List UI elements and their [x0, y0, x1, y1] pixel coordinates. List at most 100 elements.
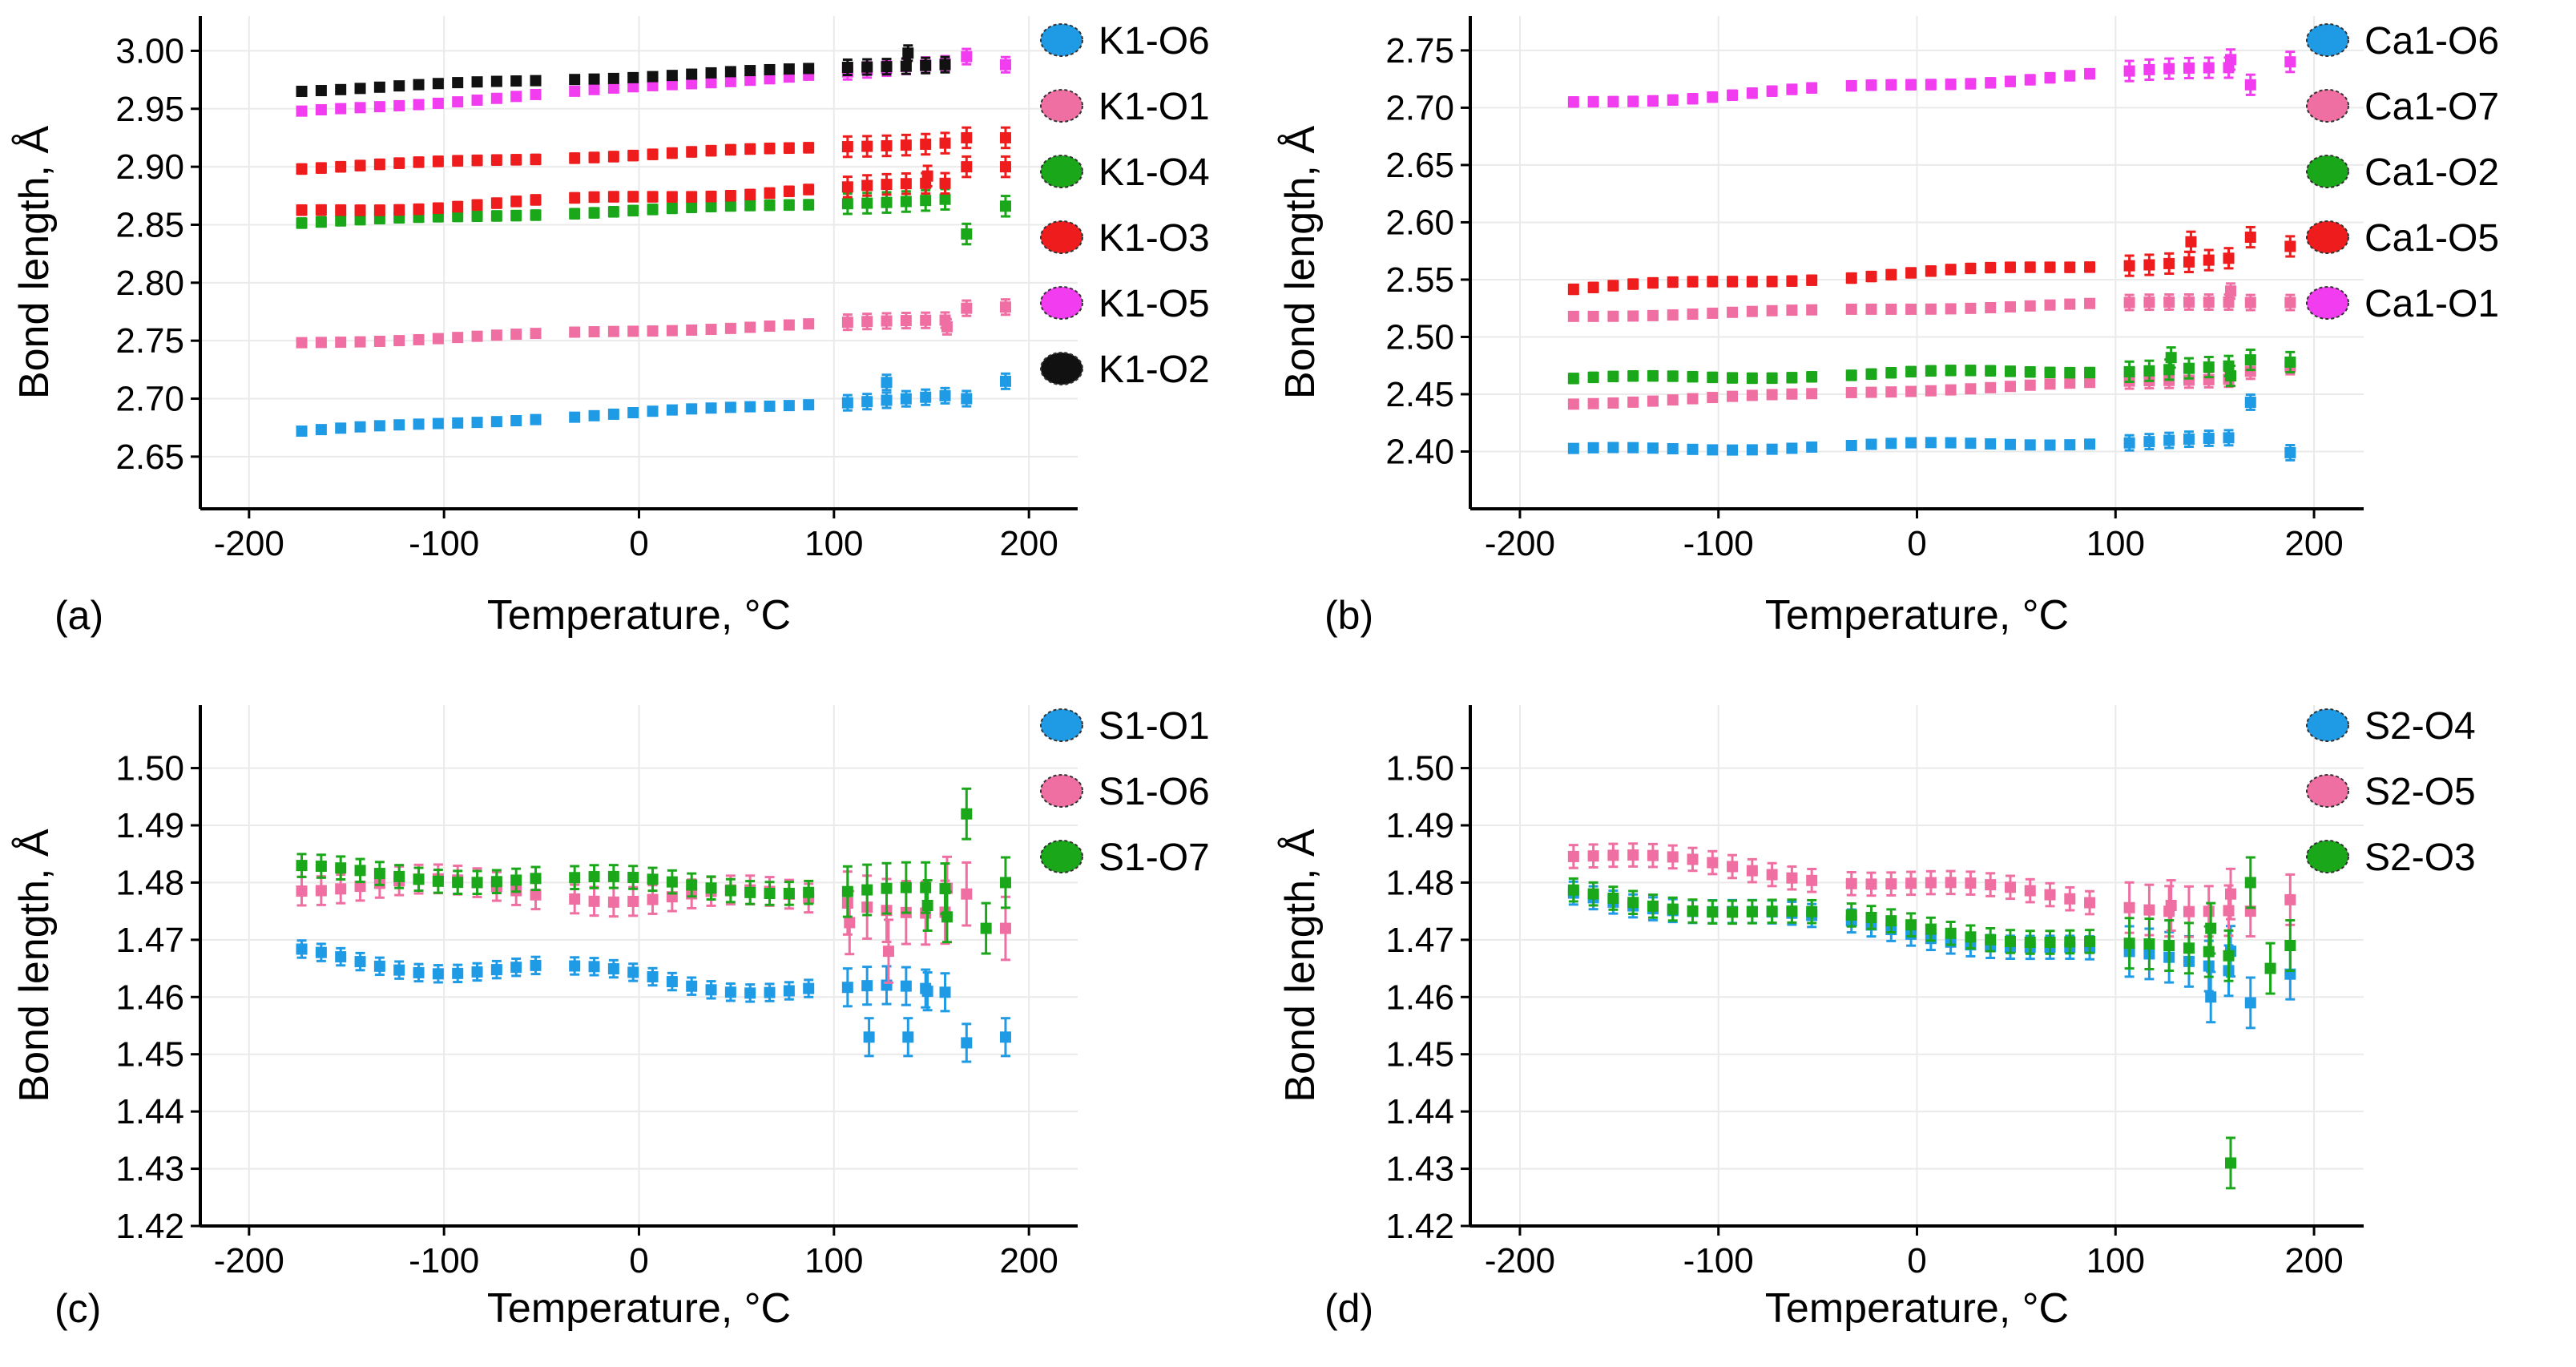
y-axis-label: Bond length, Å — [11, 126, 58, 399]
y-tick-label: 2.50 — [1385, 317, 1454, 357]
data-point — [961, 1037, 973, 1049]
data-point — [764, 200, 776, 212]
data-point — [961, 302, 973, 314]
data-point — [315, 204, 327, 216]
data-point — [1607, 442, 1619, 454]
data-point — [393, 870, 405, 882]
data-point — [1845, 439, 1857, 451]
data-point — [1905, 385, 1917, 397]
y-tick-label: 2.55 — [1385, 260, 1454, 300]
data-point — [1786, 442, 1798, 454]
data-point — [1587, 442, 1599, 454]
data-point — [724, 322, 736, 334]
data-point — [2163, 940, 2175, 952]
data-point — [1925, 877, 1937, 889]
data-point — [335, 337, 347, 349]
y-tick-label: 2.65 — [1385, 146, 1454, 185]
panel-label: (d) — [1324, 1286, 1373, 1331]
data-point — [296, 105, 308, 117]
data-point — [900, 393, 912, 405]
data-point — [764, 187, 776, 199]
data-point — [686, 146, 698, 158]
data-point — [354, 214, 366, 226]
data-point — [510, 874, 522, 886]
data-point — [1965, 302, 1977, 314]
data-point — [315, 861, 327, 873]
data-point — [900, 196, 912, 208]
x-tick-label: 100 — [804, 1241, 863, 1280]
data-point — [2203, 946, 2215, 958]
data-point — [510, 210, 522, 222]
data-point — [2084, 297, 2096, 309]
data-point — [530, 959, 542, 971]
x-tick-label: 200 — [2284, 524, 2343, 563]
data-point — [373, 204, 385, 216]
data-point — [841, 62, 853, 74]
data-point — [2223, 252, 2235, 264]
data-point — [2024, 885, 2036, 897]
data-point — [588, 895, 600, 907]
data-point — [1925, 923, 1937, 935]
data-point — [686, 191, 698, 203]
data-point — [1567, 310, 1579, 322]
data-point — [961, 808, 973, 820]
data-point — [296, 943, 308, 955]
data-point — [783, 63, 795, 75]
chart-panel-d: -200 -100 0 100 200 1.42 1.43 1.44 1.45 1.46 1.47 1… — [1277, 705, 2476, 1332]
data-point — [900, 881, 912, 893]
data-point — [724, 986, 736, 998]
data-point — [1727, 390, 1739, 402]
legend-label: S1-O1 — [1099, 705, 1210, 748]
data-point — [705, 882, 717, 894]
data-point — [2044, 439, 2056, 451]
data-point — [1746, 87, 1758, 99]
data-point — [490, 197, 502, 209]
data-point — [2044, 299, 2056, 311]
data-point — [1806, 874, 1818, 886]
data-point — [941, 911, 953, 923]
data-point — [588, 326, 600, 338]
data-point — [432, 968, 444, 980]
data-point — [2165, 352, 2177, 364]
data-point — [961, 888, 973, 900]
data-point — [1985, 365, 1997, 377]
data-point — [2024, 261, 2036, 273]
data-point — [881, 979, 893, 991]
data-point — [1687, 853, 1699, 865]
data-point — [373, 960, 385, 972]
data-point — [764, 63, 776, 75]
data-point — [1945, 384, 1957, 396]
data-point — [296, 885, 308, 897]
data-point — [1627, 370, 1639, 382]
data-point — [471, 95, 483, 107]
data-point — [1766, 304, 1778, 317]
data-point — [2203, 254, 2215, 266]
data-point — [2183, 362, 2195, 374]
data-point — [607, 408, 619, 420]
data-point — [2084, 261, 2096, 273]
data-point — [1965, 877, 1977, 889]
data-point — [2224, 370, 2236, 382]
data-point — [1806, 371, 1818, 383]
legend-label: Ca1-O5 — [2364, 217, 2499, 260]
data-point — [490, 964, 502, 976]
data-point — [2183, 433, 2195, 446]
data-point — [999, 1031, 1011, 1043]
data-point — [1607, 370, 1619, 382]
data-point — [2024, 379, 2036, 391]
data-point — [2123, 938, 2135, 950]
data-point — [1845, 80, 1857, 92]
data-point — [1786, 388, 1798, 400]
data-point — [1607, 310, 1619, 322]
series-k1-o2 — [296, 44, 951, 98]
data-point — [1905, 79, 1917, 91]
data-point — [627, 71, 639, 83]
data-point — [1945, 437, 1957, 449]
data-point — [939, 986, 951, 998]
data-point — [588, 151, 600, 163]
data-point — [1865, 438, 1877, 450]
data-point — [999, 58, 1011, 71]
data-point — [569, 960, 581, 972]
data-point — [705, 324, 717, 336]
series-ca1-o7 — [1567, 357, 2296, 410]
